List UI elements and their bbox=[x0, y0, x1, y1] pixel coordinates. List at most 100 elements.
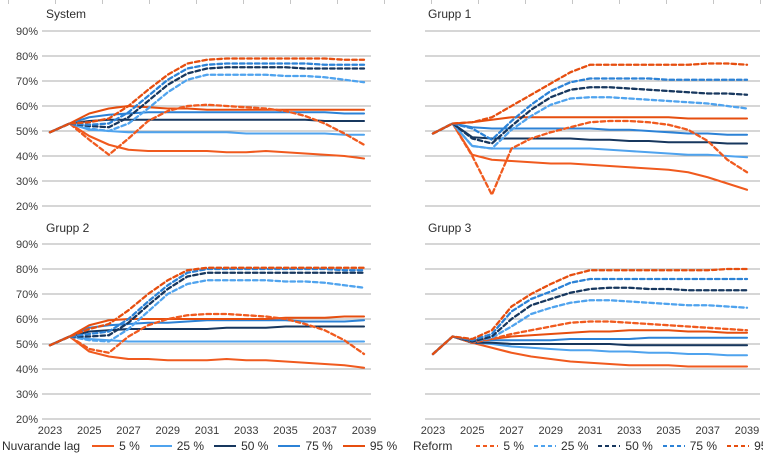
x-tick-label: 2035 bbox=[273, 425, 297, 437]
series-reform-25 bbox=[48, 279, 366, 347]
y-tick-label: 40% bbox=[16, 151, 38, 163]
top-tick bbox=[525, 0, 526, 4]
x-tick-label: 2039 bbox=[352, 425, 376, 437]
series-reform-75 bbox=[48, 267, 366, 347]
top-tick bbox=[666, 0, 667, 4]
y-tick-label: 50% bbox=[16, 126, 38, 138]
series-nuvarande-lag-50 bbox=[431, 122, 749, 145]
series-nuvarande-lag-5 bbox=[48, 122, 366, 160]
series-reform-95 bbox=[48, 57, 366, 134]
top-tick bbox=[243, 0, 244, 4]
series-reform-25 bbox=[48, 73, 366, 134]
x-tick-label: 2027 bbox=[116, 425, 140, 437]
series-reform-5 bbox=[431, 119, 749, 196]
legend-reform: Reform 5 % 25 % 50 % 75 % 95 % bbox=[413, 439, 763, 453]
top-tick bbox=[55, 0, 56, 4]
line-swatch-dashed-50 bbox=[598, 444, 621, 448]
chart-grupp-2: 90% 80% 70% 60% 50% 40% 30% 20%2023 2025 2027 2029… bbox=[16, 221, 376, 437]
x-tick-label: 2025 bbox=[460, 425, 484, 437]
series-reform-95 bbox=[431, 62, 749, 135]
y-tick-label: 60% bbox=[16, 101, 38, 113]
series-nuvarande-lag-25 bbox=[48, 335, 366, 347]
series-nuvarande-lag-95 bbox=[48, 315, 366, 347]
legend-item-75: 75 % bbox=[278, 439, 333, 453]
legend-item-reform-75: 75 % bbox=[662, 439, 717, 453]
legend-item-reform-50: 50 % bbox=[598, 439, 653, 453]
series-nuvarande-lag-95 bbox=[431, 116, 749, 135]
series-reform-25 bbox=[431, 96, 749, 150]
x-tick-label: 2037 bbox=[696, 425, 720, 437]
legend-label-75: 75 % bbox=[305, 439, 333, 453]
top-tick bbox=[572, 0, 573, 4]
x-tick-label: 2029 bbox=[539, 425, 563, 437]
chart-system: 90% 80% 70% 60% 50% 40% 30% 20% System bbox=[16, 7, 371, 213]
x-tick-label: 2033 bbox=[617, 425, 641, 437]
y-tick-label: 90% bbox=[16, 239, 38, 251]
series-reform-50 bbox=[431, 286, 749, 356]
legend-label-reform-50: 50 % bbox=[625, 439, 653, 453]
series-reform-50 bbox=[431, 86, 749, 145]
chart-title: Grupp 2 bbox=[46, 221, 90, 235]
top-tick bbox=[149, 0, 150, 4]
x-tick-label: 2031 bbox=[578, 425, 602, 437]
y-tick-label: 80% bbox=[16, 264, 38, 276]
series-reform-50 bbox=[48, 66, 366, 134]
x-tick-label: 2027 bbox=[499, 425, 523, 437]
chart-title: Grupp 3 bbox=[428, 221, 472, 235]
line-swatch-solid-75 bbox=[278, 444, 301, 448]
top-tick bbox=[8, 0, 9, 4]
top-tick bbox=[102, 0, 103, 4]
x-tick-label: 2023 bbox=[421, 425, 445, 437]
legend-item-95: 95 % bbox=[342, 439, 397, 453]
legend-item-reform-25: 25 % bbox=[534, 439, 588, 453]
y-tick-label: 20% bbox=[16, 201, 38, 213]
x-tick-label: 2033 bbox=[234, 425, 258, 437]
series-nuvarande-lag-95 bbox=[48, 104, 366, 134]
series-nuvarande-lag-5 bbox=[431, 122, 749, 191]
series-nuvarande-lag-50 bbox=[431, 335, 749, 356]
series-reform-50 bbox=[48, 271, 366, 347]
y-tick-label: 90% bbox=[16, 26, 38, 38]
y-tick-label: 70% bbox=[16, 289, 38, 301]
series-reform-75 bbox=[431, 77, 749, 141]
legend-label-reform-25: 25 % bbox=[561, 439, 589, 453]
y-tick-label: 80% bbox=[16, 51, 38, 63]
series-nuvarande-lag-5 bbox=[48, 335, 366, 369]
legend-item-reform-95: 95 % bbox=[727, 439, 763, 453]
series-nuvarande-lag-5 bbox=[431, 335, 749, 368]
x-tick-label: 2035 bbox=[656, 425, 680, 437]
top-tick bbox=[619, 0, 620, 4]
x-tick-label: 2023 bbox=[38, 425, 62, 437]
line-swatch-solid-25 bbox=[149, 444, 172, 448]
chart-title: Grupp 1 bbox=[428, 7, 472, 21]
line-swatch-solid-50 bbox=[214, 444, 237, 448]
line-swatch-solid-5 bbox=[92, 444, 115, 448]
y-tick-label: 20% bbox=[16, 414, 38, 426]
chart-grupp-1: Grupp 1 bbox=[425, 7, 760, 207]
legend-item-reform-5: 5 % bbox=[476, 439, 524, 453]
line-swatch-dashed-25 bbox=[534, 444, 557, 448]
legend-nuvarande-lag: Nuvarande lag 5 % 25 % 50 % 75 % 95 % bbox=[2, 439, 397, 453]
series-reform-5 bbox=[431, 320, 749, 356]
line-swatch-dashed-95 bbox=[727, 444, 750, 448]
top-tick bbox=[478, 0, 479, 4]
legend-label-25: 25 % bbox=[176, 439, 205, 453]
top-tick bbox=[196, 0, 197, 4]
legend-item-50: 50 % bbox=[214, 439, 268, 453]
top-tick bbox=[713, 0, 714, 4]
series-reform-75 bbox=[48, 62, 366, 134]
x-tick-label: 2037 bbox=[313, 425, 337, 437]
legend-item-25: 25 % bbox=[149, 439, 205, 453]
legend-label-5: 5 % bbox=[119, 439, 140, 453]
series-reform-95 bbox=[431, 267, 749, 356]
top-tick bbox=[290, 0, 291, 4]
y-tick-label: 30% bbox=[16, 389, 38, 401]
top-tick bbox=[337, 0, 338, 4]
legend-label-50: 50 % bbox=[241, 439, 269, 453]
line-swatch-dashed-5 bbox=[476, 444, 499, 448]
y-tick-label: 70% bbox=[16, 76, 38, 88]
x-tick-label: 2039 bbox=[735, 425, 759, 437]
top-tick bbox=[384, 0, 385, 4]
series-reform-95 bbox=[48, 266, 366, 347]
